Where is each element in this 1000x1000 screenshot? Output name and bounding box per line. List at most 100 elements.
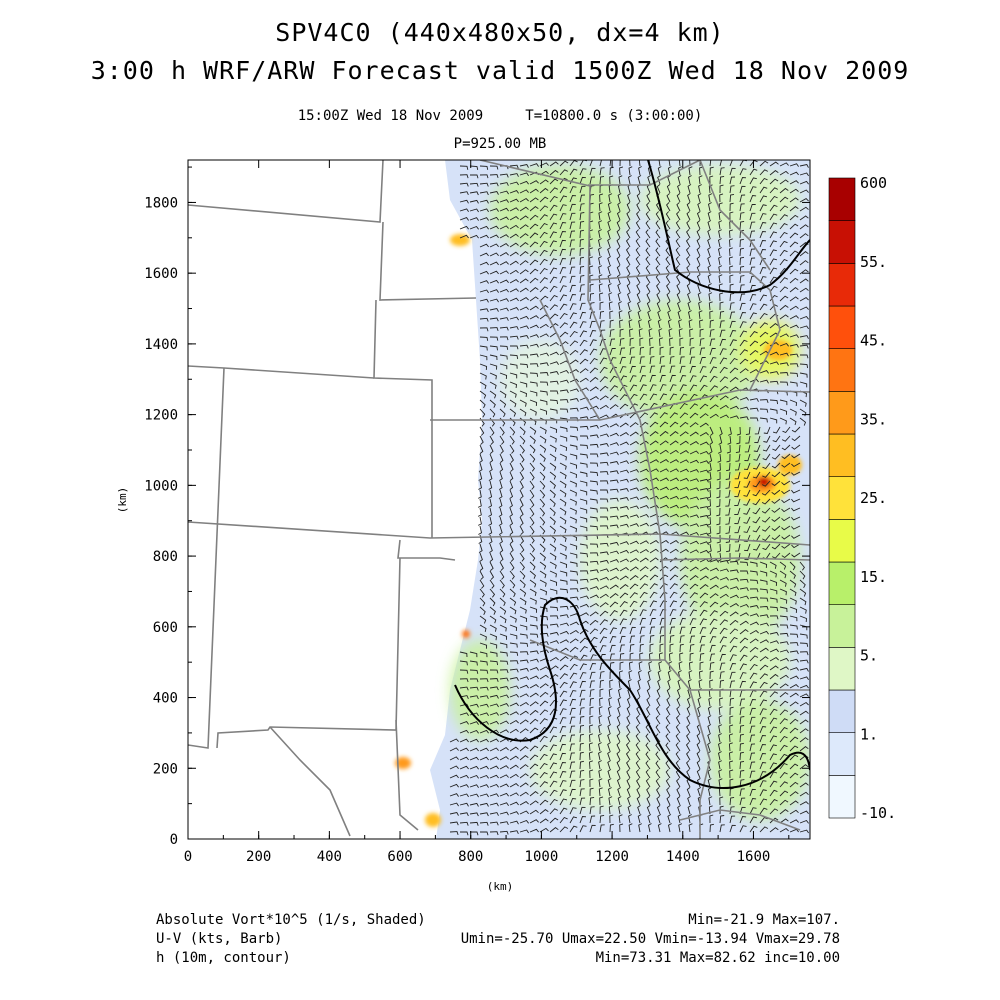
wind-barb bbox=[789, 606, 798, 613]
wind-barb bbox=[559, 258, 567, 266]
wind-barb bbox=[685, 742, 691, 752]
wind-barb bbox=[719, 310, 725, 320]
wind-barb bbox=[646, 706, 651, 716]
wind-barb bbox=[609, 497, 619, 502]
wind-barb bbox=[607, 256, 611, 266]
wind-barb bbox=[799, 233, 809, 239]
wind-barb bbox=[659, 449, 669, 455]
wind-barb bbox=[789, 372, 799, 377]
wind-barb bbox=[479, 308, 489, 313]
wind-barb bbox=[559, 780, 567, 788]
wind-barb bbox=[479, 738, 489, 743]
wind-barb bbox=[781, 435, 791, 442]
wind-barb bbox=[749, 816, 758, 824]
wind-barb bbox=[629, 609, 638, 617]
x-tick-label: 600 bbox=[387, 849, 412, 865]
wind-barb bbox=[509, 651, 519, 656]
wind-barb bbox=[569, 788, 576, 797]
wind-barb bbox=[679, 486, 689, 491]
wind-barb bbox=[739, 770, 745, 779]
wind-barb bbox=[769, 753, 777, 761]
wind-barb bbox=[791, 480, 801, 485]
wind-barb bbox=[739, 806, 746, 815]
y-tick-label: 1000 bbox=[144, 478, 178, 494]
wind-barb bbox=[707, 742, 711, 752]
wind-barb bbox=[499, 372, 508, 379]
wind-barb bbox=[655, 211, 661, 221]
wind-barb bbox=[579, 516, 588, 523]
wind-barb bbox=[771, 471, 781, 478]
wind-barb bbox=[709, 347, 716, 356]
wind-barb bbox=[659, 504, 669, 509]
wind-barb bbox=[629, 440, 639, 446]
wind-barb bbox=[646, 193, 651, 203]
wind-barb bbox=[789, 579, 797, 588]
wind-barb bbox=[459, 208, 469, 213]
wind-barb bbox=[479, 354, 488, 361]
x-tick-label: 1600 bbox=[737, 849, 771, 865]
wind-barb bbox=[761, 498, 771, 505]
wind-barb bbox=[708, 796, 713, 806]
wind-barb bbox=[529, 315, 539, 320]
wind-barb bbox=[539, 498, 546, 508]
wind-barb bbox=[616, 211, 621, 221]
wind-barb bbox=[589, 339, 597, 347]
wind-barb bbox=[647, 814, 652, 824]
wind-barb bbox=[637, 805, 641, 815]
wind-barb bbox=[519, 516, 524, 526]
wind-barb bbox=[479, 280, 489, 284]
wind-barb bbox=[639, 609, 647, 617]
wind-barb bbox=[749, 321, 758, 329]
wind-barb bbox=[469, 774, 479, 779]
wind-barb bbox=[709, 679, 714, 689]
wind-barb bbox=[629, 523, 639, 527]
wind-barb bbox=[519, 242, 529, 248]
wind-barb bbox=[499, 543, 504, 553]
wind-barb bbox=[739, 212, 745, 221]
wind-barb bbox=[789, 800, 799, 806]
wind-barb bbox=[639, 393, 648, 401]
wind-barb bbox=[579, 330, 588, 338]
wind-barb bbox=[759, 753, 767, 761]
wind-barb bbox=[569, 426, 579, 431]
wind-barb bbox=[599, 452, 609, 457]
wind-barb bbox=[589, 516, 598, 522]
wind-barb bbox=[779, 781, 788, 788]
wind-barb bbox=[729, 824, 736, 833]
wind-barb bbox=[569, 725, 576, 734]
wind-barb bbox=[743, 471, 751, 479]
wind-barb bbox=[718, 706, 723, 716]
wind-barb bbox=[559, 743, 566, 752]
wind-barb bbox=[479, 793, 489, 798]
wind-barb bbox=[539, 196, 549, 203]
wind-barb bbox=[549, 808, 559, 815]
wind-barb bbox=[707, 525, 712, 535]
wind-barb bbox=[687, 193, 691, 203]
wind-barb bbox=[609, 644, 616, 653]
wind-barb bbox=[759, 322, 769, 329]
wind-barb bbox=[687, 184, 692, 194]
wind-barb bbox=[779, 170, 789, 176]
wind-barb bbox=[689, 523, 699, 527]
wind-barb bbox=[669, 617, 676, 626]
wind-barb bbox=[616, 265, 621, 275]
wind-barb bbox=[719, 357, 728, 365]
wind-barb bbox=[529, 718, 539, 725]
wind-barb bbox=[789, 675, 799, 680]
wind-barb bbox=[759, 744, 767, 752]
wind-barb bbox=[708, 552, 713, 562]
wind-barb bbox=[597, 733, 602, 743]
wind-barb bbox=[529, 675, 539, 680]
wind-barb bbox=[589, 265, 594, 275]
wind-barb bbox=[789, 684, 799, 689]
wind-barb bbox=[529, 296, 539, 302]
wind-barb bbox=[739, 654, 748, 662]
wind-barb bbox=[529, 163, 539, 167]
wind-barb bbox=[589, 160, 597, 167]
wind-barb bbox=[589, 434, 599, 439]
wind-barb bbox=[739, 779, 745, 788]
wind-barb bbox=[729, 376, 739, 383]
wind-barb bbox=[739, 220, 745, 230]
wind-barb bbox=[479, 426, 485, 436]
wind-barb bbox=[499, 765, 509, 770]
